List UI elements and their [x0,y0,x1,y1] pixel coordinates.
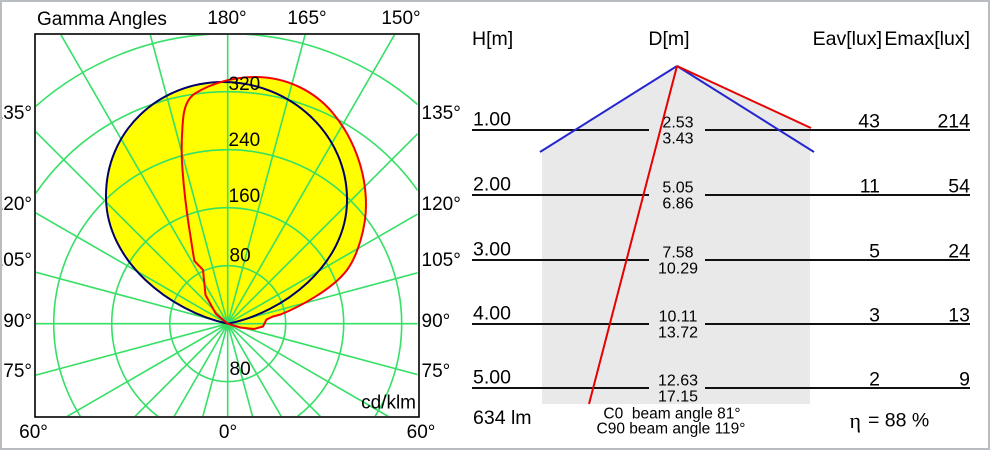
ring-label-160: 160 [229,186,261,207]
row-d-c0: 7.58 [662,245,693,262]
polar-plot-border [34,33,420,418]
row-emax: 13 [948,305,970,327]
luminous-flux: 634 lm [473,407,532,429]
header-h: H[m] [472,28,513,50]
c0-beam-line-left [588,65,678,405]
efficiency-symbol: η [850,408,862,433]
row-d-c90: 3.43 [662,131,693,148]
polar-unit-label: cd/klm [361,393,416,414]
row-emax: 54 [948,176,970,198]
row-h: 1.00 [473,109,511,131]
row-d-c90: 13.72 [658,325,698,342]
gamma-label-right-135: 135° [422,103,461,124]
row-d-c0: 2.53 [662,115,693,132]
gamma-label-left-90: 90° [3,311,32,332]
row-eav: 2 [869,369,880,391]
row-d-c0: 10.11 [659,309,698,326]
c90-beam-line-left [539,65,678,153]
row-d-c0: 12.63 [658,373,698,390]
ring-label-80-below: 80 [230,359,251,380]
gamma-label-165: 165° [287,8,326,29]
row-h: 2.00 [473,174,511,196]
table-row-2: 2.00 5.05 6.86 11 54 [472,174,970,213]
gamma-label-left-135: 135° [2,103,32,124]
row-h: 5.00 [473,367,511,389]
gamma-label-right-105: 105° [422,250,461,271]
gamma-label-right-90: 90° [422,311,451,332]
c90-beam-line-right [676,65,815,153]
cone-diagram: H[m] D[m] Eav[lux] Emax[lux] 1.00 2.53 3… [472,28,970,438]
gamma-label-180: 180° [207,8,246,29]
gamma-label-right-75: 75° [422,361,451,382]
table-row-1: 1.00 2.53 3.43 43 214 [472,109,970,148]
header-emax: Emax[lux] [884,28,970,50]
ring-label-240: 240 [229,130,261,151]
gamma-label-bottom-0: 0° [219,422,237,443]
c0-curve [180,75,368,331]
row-emax: 9 [959,369,970,391]
table-row-4: 4.00 10.11 13.72 3 13 [472,303,970,342]
gamma-label-left-75: 75° [3,361,32,382]
row-eav: 43 [858,111,880,133]
c0-beam-angle: C0 beam angle 81° [603,406,740,423]
row-eav: 11 [860,176,880,198]
row-eav: 3 [869,305,880,327]
row-d-c90: 6.86 [662,196,693,213]
gamma-label-left-120: 120° [2,194,32,215]
gamma-label-bottom-60-left: 60° [19,422,48,443]
header-d: D[m] [648,28,689,50]
efficiency-value: = 88 % [868,410,929,432]
gamma-label-bottom-60-right: 60° [407,422,436,443]
gamma-label-left-105: 105° [2,250,32,271]
c0-beam-line-right [676,65,812,129]
row-emax: 214 [937,111,970,133]
cone-area [542,66,810,404]
row-emax: 24 [948,241,970,263]
row-d-c90: 17.15 [658,389,698,406]
polar-title: Gamma Angles [37,9,167,30]
row-h: 3.00 [473,239,511,261]
polar-intensity-diagram: Gamma Angles cd/klm 320 240 160 80 80 18… [2,8,461,443]
gamma-label-150: 150° [381,8,420,29]
table-row-5: 5.00 12.63 17.15 2 9 [472,367,970,406]
header-eav: Eav[lux] [813,28,882,50]
c90-beam-angle: C90 beam angle 119° [597,421,746,438]
ring-label-320: 320 [229,74,261,95]
gamma-label-right-120: 120° [422,194,461,215]
table-row-3: 3.00 7.58 10.29 5 24 [472,239,970,278]
row-d-c90: 10.29 [658,261,698,278]
ring-label-80: 80 [230,246,251,267]
row-h: 4.00 [473,303,511,325]
row-eav: 5 [869,241,880,263]
row-d-c0: 5.05 [662,180,693,197]
